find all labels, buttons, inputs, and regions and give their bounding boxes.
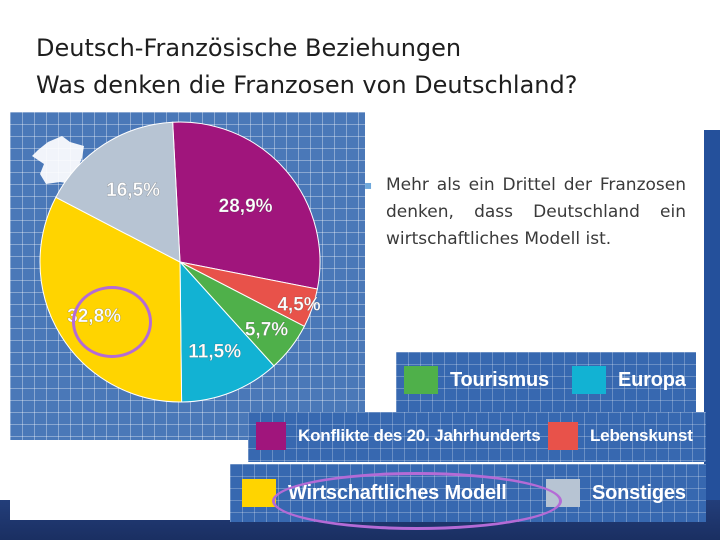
legend-item-sonstiges: Sonstiges: [546, 479, 686, 507]
legend-swatch: [404, 366, 438, 394]
highlight-ellipse-legend: [272, 472, 562, 530]
pie-label: 28,9%: [219, 196, 273, 217]
pie-label: 16,5%: [106, 180, 160, 201]
france-map-icon: [32, 136, 84, 184]
slide-title-line-2: Was denken die Franzosen von Deutschland…: [36, 71, 578, 99]
legend-item-konflikte: Konflikte des 20. Jahrhunderts: [256, 422, 541, 450]
pie-chart: 28,9%4,5%5,7%11,5%32,8%16,5%: [32, 121, 321, 403]
bullet-marker-icon: ▪: [364, 178, 373, 192]
pie-slice-sonstiges: [55, 121, 181, 263]
legend-row-1: Tourismus Europa: [396, 352, 696, 412]
legend-label: Europa: [618, 368, 686, 391]
legend-label: Tourismus: [450, 368, 549, 391]
pie-slice-konflikte-des-20-jahrhunderts: [172, 121, 321, 290]
pie-label: 11,5%: [188, 342, 241, 363]
bullet-text: Mehr als ein Drittel der Franzosen denke…: [386, 175, 686, 249]
legend-swatch: [572, 366, 606, 394]
title-area: [0, 0, 720, 118]
legend-item-lebenskunst: Lebenskunst: [548, 422, 693, 450]
legend-label: Konflikte des 20. Jahrhunderts: [298, 426, 541, 445]
pie-slice-europa: [179, 260, 275, 403]
legend-item-tourismus: Tourismus: [404, 366, 549, 394]
legend-swatch: [256, 422, 286, 450]
bullet-point: ▪ Mehr als ein Drittel der Franzosen den…: [364, 172, 686, 253]
slide-title: Deutsch-Französische Beziehungen Was den…: [36, 30, 696, 104]
chart-panel-gap: [10, 440, 250, 520]
legend-swatch: [548, 422, 578, 450]
legend-label: Sonstiges: [592, 481, 686, 504]
slide-title-line-1: Deutsch-Französische Beziehungen: [36, 34, 462, 62]
legend-row-2: Konflikte des 20. Jahrhunderts Lebenskun…: [248, 412, 706, 462]
decorative-strip: [704, 130, 720, 540]
pie-label: 4,5%: [277, 295, 320, 316]
highlight-ellipse-pie-label: [72, 286, 152, 358]
legend-swatch: [242, 479, 276, 507]
legend-label: Lebenskunst: [590, 426, 693, 445]
legend-item-europa: Europa: [572, 366, 686, 394]
pie-label: 5,7%: [245, 320, 288, 341]
